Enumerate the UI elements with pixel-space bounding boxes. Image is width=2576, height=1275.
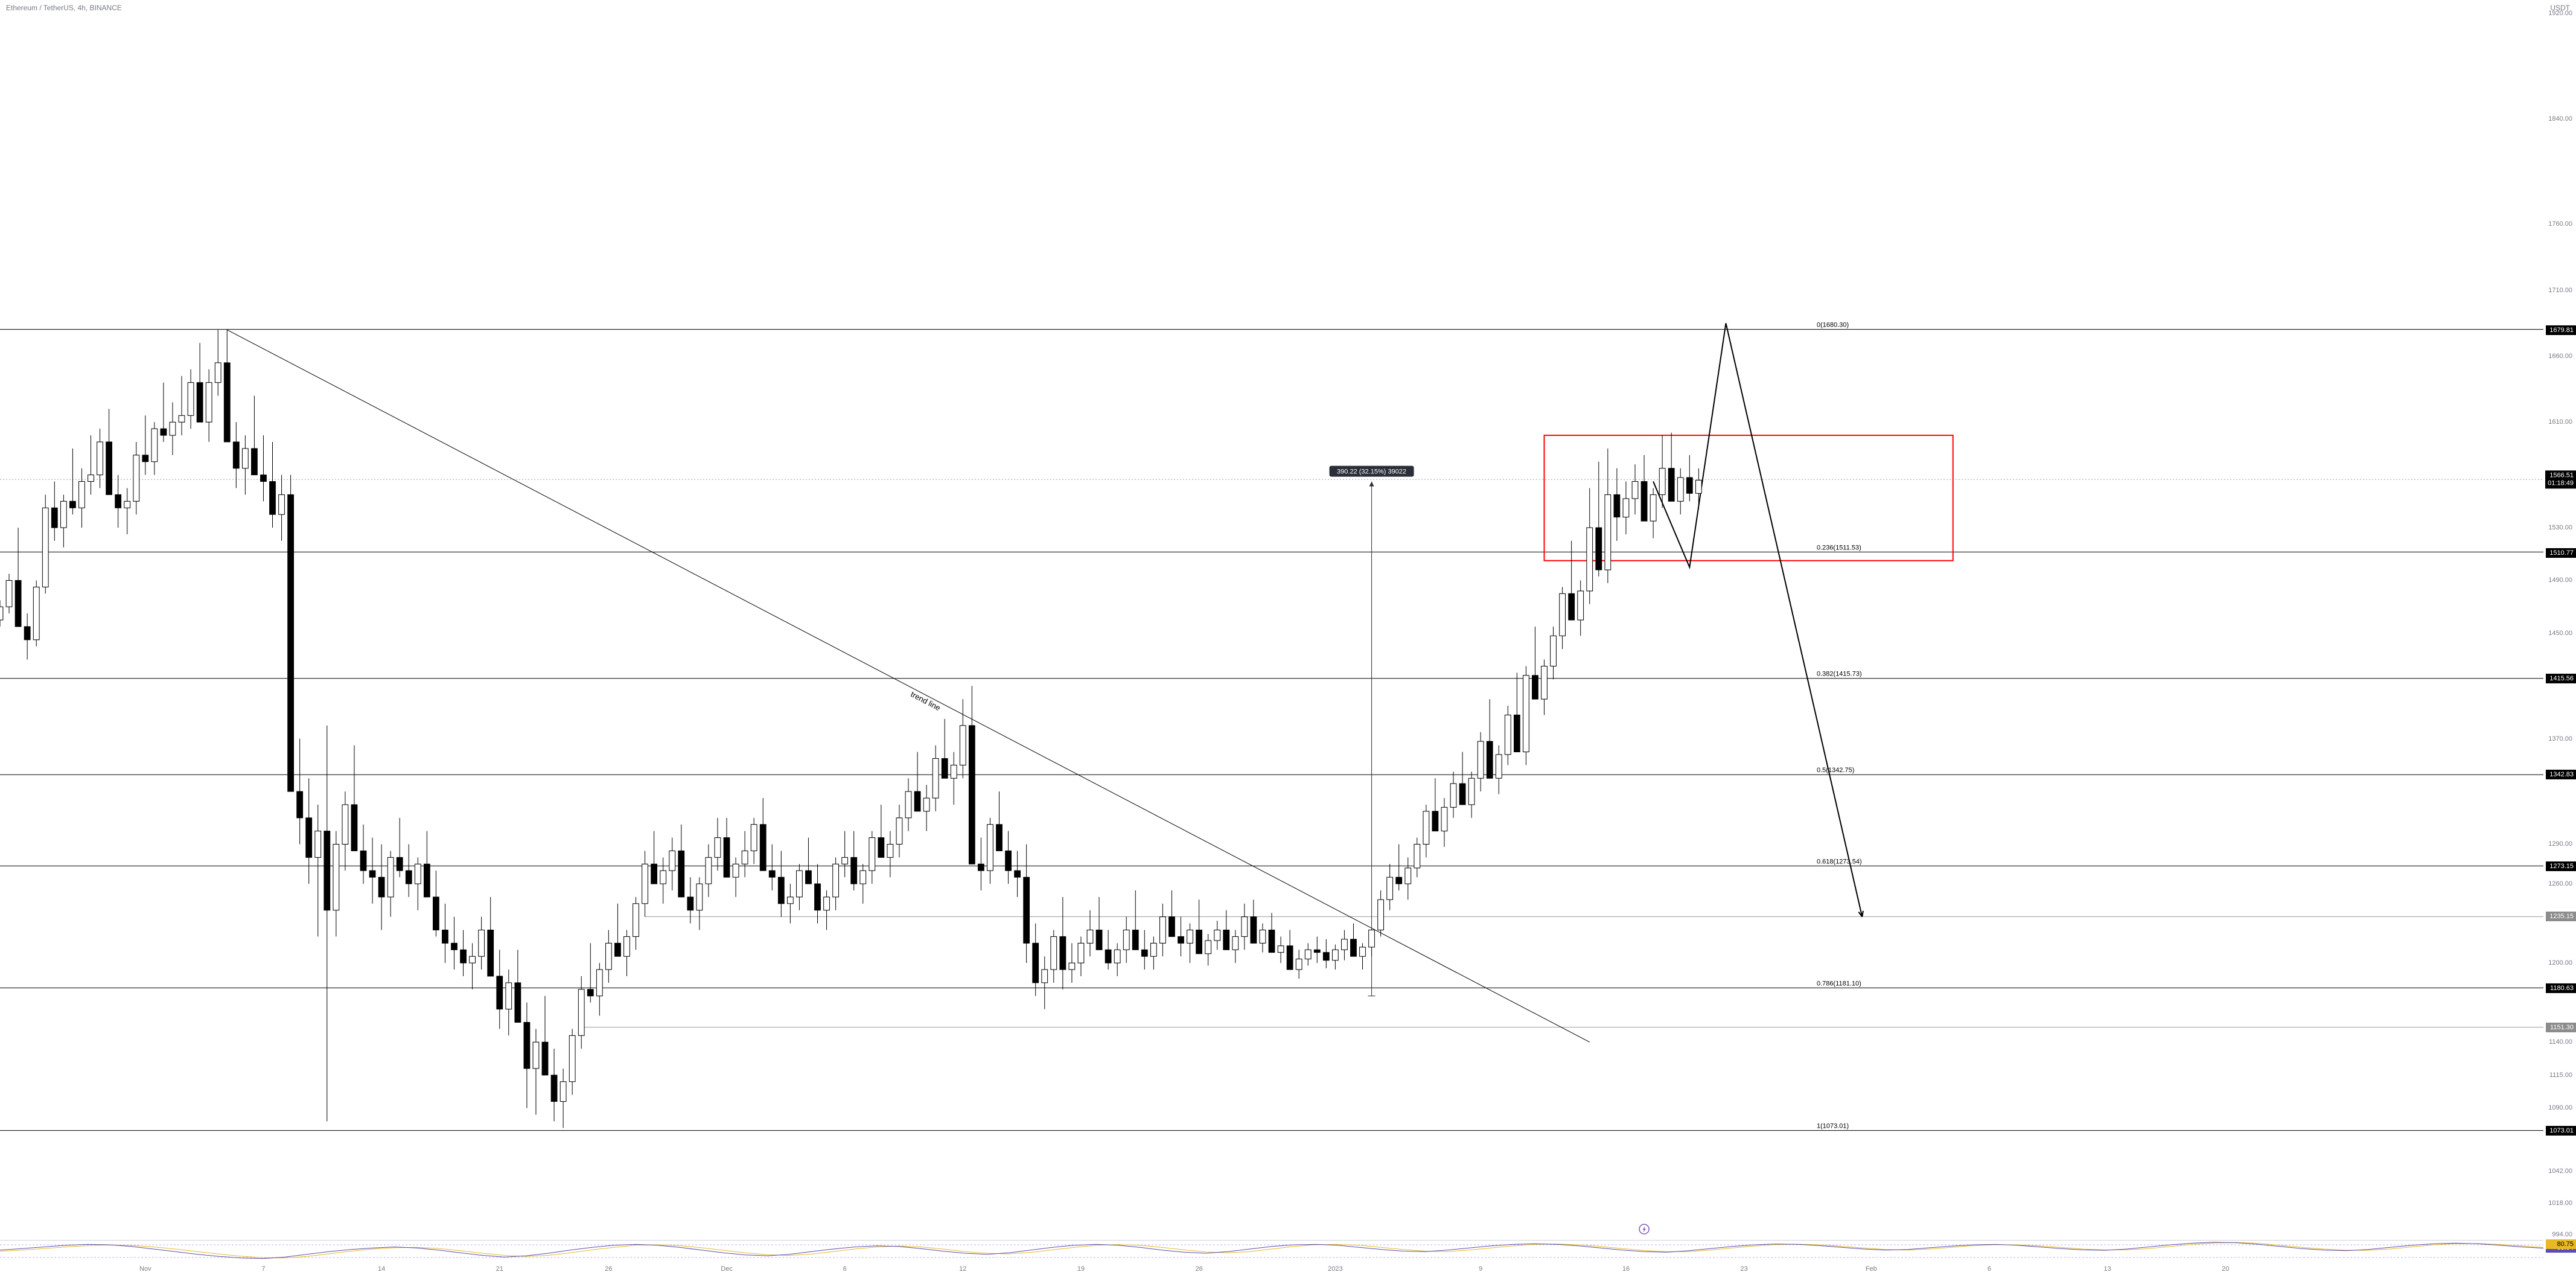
projection-path[interactable] — [1653, 323, 1862, 916]
x-tick: 26 — [1195, 1265, 1202, 1273]
y-tick: 1115.00 — [2549, 1072, 2572, 1079]
stoch-d-badge: 80.75 — [2546, 1239, 2576, 1249]
y-badge-fib: 1180.63 — [2546, 983, 2576, 993]
y-tick: 1260.00 — [2548, 880, 2572, 887]
trend-line[interactable] — [227, 330, 1590, 1042]
fib-label: 0.786(1181.10) — [1817, 980, 1861, 987]
y-badge-fib: 1510.77 — [2546, 548, 2576, 558]
y-tick: 1530.00 — [2548, 524, 2572, 531]
x-tick: Dec — [721, 1265, 733, 1273]
y-badge-fib: 1679.81 — [2546, 325, 2576, 335]
x-tick: 20 — [2222, 1265, 2229, 1273]
y-tick: 1660.00 — [2548, 353, 2572, 360]
x-tick: 9 — [1479, 1265, 1482, 1273]
y-tick: 994.00 — [2552, 1231, 2572, 1238]
fib-label: 0(1680.30) — [1817, 322, 1849, 329]
x-tick: 12 — [959, 1265, 966, 1273]
fib-label: 0.5(1342.75) — [1817, 767, 1854, 774]
x-tick: 2023 — [1328, 1265, 1342, 1273]
y-tick: 1840.00 — [2548, 115, 2572, 123]
y-tick: 1200.00 — [2548, 959, 2572, 967]
y-tick: 1920.00 — [2548, 10, 2572, 17]
y-tick: 1018.00 — [2548, 1200, 2572, 1207]
x-tick: 16 — [1622, 1265, 1630, 1273]
price-chart-pane[interactable]: 0(1680.30) 0.236(1511.53) 0.382(1415.73) 0.… — [0, 0, 2543, 1240]
y-tick: 1042.00 — [2548, 1168, 2572, 1175]
y-badge-fib: 1342.83 — [2546, 770, 2576, 779]
fib-label: 0.382(1415.73) — [1817, 671, 1862, 678]
indicator-plot-svg — [0, 1241, 2543, 1262]
x-tick: 6 — [1988, 1265, 1991, 1273]
measure-label: 390.22 (32.15%) 39022 — [1337, 468, 1406, 476]
candle-countdown: 01:18:49 — [2548, 479, 2574, 487]
y-tick: 1140.00 — [2549, 1038, 2572, 1046]
current-price-badge: 1566.5101:18:49 — [2545, 471, 2576, 488]
price-axis[interactable]: 1920.00 1840.00 1760.00 1710.00 1660.00 1610.… — [2543, 0, 2576, 1240]
y-tick: 1610.00 — [2548, 418, 2572, 426]
time-axis[interactable]: Nov 7 14 21 26 Dec 6 12 19 26 2023 9 16 23 Feb 6 13 20 — [0, 1262, 2543, 1275]
y-tick: 1490.00 — [2548, 577, 2572, 584]
x-tick: 21 — [496, 1265, 503, 1273]
y-tick: 1370.00 — [2548, 735, 2572, 743]
snapshot-icon[interactable] — [1639, 1224, 1649, 1234]
x-tick: 23 — [1740, 1265, 1747, 1273]
price-plot-svg: 0(1680.30) 0.236(1511.53) 0.382(1415.73) 0.… — [0, 0, 2543, 1240]
y-badge-fib: 1073.01 — [2546, 1126, 2576, 1136]
x-tick: 26 — [605, 1265, 612, 1273]
y-badge-fib: 1273.15 — [2546, 861, 2576, 871]
y-tick: 1710.00 — [2548, 287, 2572, 294]
x-tick: 14 — [378, 1265, 385, 1273]
x-tick: 13 — [2103, 1265, 2111, 1273]
fib-label: 0.618(1273.54) — [1817, 858, 1862, 865]
y-badge-level: 1151.30 — [2546, 1023, 2576, 1032]
y-tick: 1760.00 — [2548, 220, 2572, 228]
current-price: 1566.51 — [2548, 472, 2574, 480]
y-tick: 1290.00 — [2548, 840, 2572, 848]
x-tick: 19 — [1077, 1265, 1085, 1273]
y-badge-fib: 1415.56 — [2546, 674, 2576, 683]
x-tick: Feb — [1866, 1265, 1877, 1273]
y-tick: 1090.00 — [2548, 1104, 2572, 1111]
fib-label: 0.236(1511.53) — [1817, 544, 1861, 551]
x-tick: Nov — [139, 1265, 151, 1273]
x-tick: 7 — [261, 1265, 265, 1273]
x-tick: 6 — [843, 1265, 847, 1273]
fib-label: 1(1073.01) — [1817, 1123, 1849, 1130]
indicator-pane[interactable] — [0, 1240, 2543, 1262]
y-tick: 1450.00 — [2548, 630, 2572, 637]
y-badge-level: 1235.15 — [2546, 912, 2576, 921]
